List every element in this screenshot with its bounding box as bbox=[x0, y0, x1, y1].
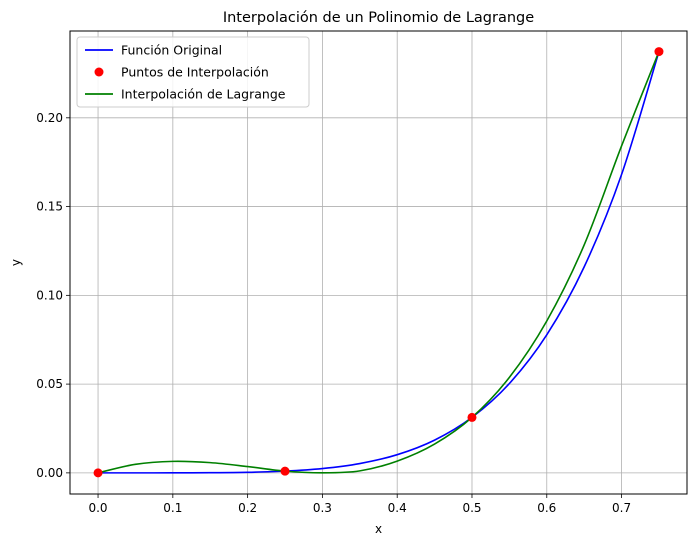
legend-label: Interpolación de Lagrange bbox=[121, 87, 286, 102]
legend: Función Original Puntos de Interpolación I… bbox=[76, 36, 310, 108]
y-tick-label: 0.10 bbox=[36, 288, 63, 302]
y-tick-label: 0.00 bbox=[36, 466, 63, 480]
y-tick-label: 0.20 bbox=[36, 111, 63, 125]
lagrange-interpolation-line bbox=[97, 51, 660, 474]
plot-frame bbox=[69, 30, 688, 495]
x-tick-label: 0.7 bbox=[612, 501, 631, 515]
y-tick-label: 0.05 bbox=[36, 377, 63, 391]
axis-ticks: 0.0 0.1 0.2 0.3 0.4 0.5 0.6 0.7 0.00 0.05 0.10 0.15… bbox=[36, 111, 631, 515]
series-lines bbox=[97, 51, 660, 474]
x-tick-label: 0.1 bbox=[163, 501, 182, 515]
interpolation-points bbox=[93, 47, 664, 478]
interpolation-point bbox=[280, 466, 290, 476]
y-axis-label: y bbox=[9, 259, 23, 266]
x-tick-label: 0.3 bbox=[313, 501, 332, 515]
legend-point-swatch bbox=[94, 67, 104, 77]
x-tick-label: 0.6 bbox=[537, 501, 556, 515]
legend-label: Función Original bbox=[121, 43, 222, 58]
x-tick-label: 0.5 bbox=[462, 501, 481, 515]
legend-label: Puntos de Interpolación bbox=[121, 65, 269, 80]
interpolation-point bbox=[467, 412, 477, 422]
interpolation-point bbox=[93, 468, 103, 478]
chart-title: Interpolación de un Polinomio de Lagrang… bbox=[223, 10, 534, 26]
x-axis-label: x bbox=[375, 522, 382, 536]
legend-box bbox=[76, 36, 310, 108]
original-function-line bbox=[98, 51, 660, 474]
interpolation-point bbox=[654, 47, 664, 57]
x-tick-label: 0.4 bbox=[388, 501, 407, 515]
x-tick-label: 0.2 bbox=[238, 501, 257, 515]
x-tick-label: 0.0 bbox=[88, 501, 107, 515]
y-tick-label: 0.15 bbox=[36, 200, 63, 214]
